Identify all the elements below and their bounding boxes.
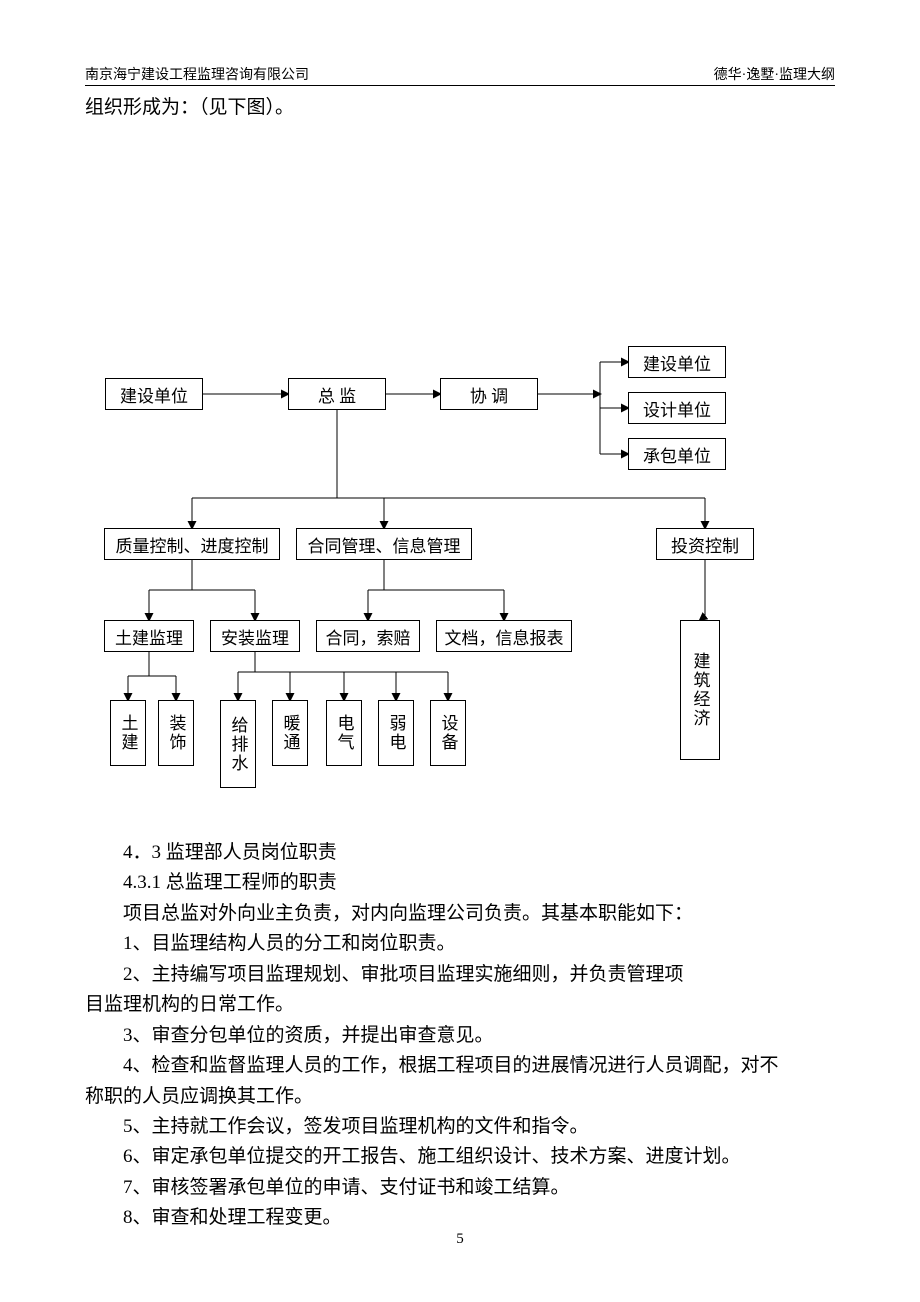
node-jsdw_r: 建设单位 bbox=[628, 346, 726, 378]
node-tjjl: 土建监理 bbox=[104, 620, 194, 652]
org-chart-connectors bbox=[0, 0, 920, 820]
node-nt: 暖通 bbox=[272, 700, 308, 766]
node-azjl: 安装监理 bbox=[210, 620, 300, 652]
node-rd: 弱电 bbox=[378, 700, 414, 766]
node-sb: 设备 bbox=[430, 700, 466, 766]
page-header: 南京海宁建设工程监理咨询有限公司 德华·逸墅·监理大纲 bbox=[85, 64, 835, 84]
para-2a: 2、主持编写项目监理规划、审批项目监理实施细则，并负责管理项 bbox=[85, 960, 835, 989]
para-6: 6、审定承包单位提交的开工报告、施工组织设计、技术方案、进度计划。 bbox=[85, 1142, 835, 1171]
header-left: 南京海宁建设工程监理咨询有限公司 bbox=[85, 64, 309, 84]
node-cbdw_r: 承包单位 bbox=[628, 438, 726, 470]
section-4-3-1: 4.3.1 总监理工程师的职责 bbox=[85, 868, 835, 897]
node-gps: 给排水 bbox=[220, 700, 256, 788]
para-5: 5、主持就工作会议，签发项目监理机构的文件和指令。 bbox=[85, 1112, 835, 1141]
node-jzjj: 建筑经济 bbox=[680, 620, 720, 760]
header-underline bbox=[85, 85, 835, 86]
body-text: 4．3 监理部人员岗位职责 4.3.1 总监理工程师的职责 项目总监对外向业主负… bbox=[85, 838, 835, 1234]
node-htsp: 合同，索赔 bbox=[316, 620, 420, 652]
para-7: 7、审核签署承包单位的申请、支付证书和竣工结算。 bbox=[85, 1173, 835, 1202]
node-zongjian: 总 监 bbox=[288, 378, 386, 410]
node-wdxx: 文档，信息报表 bbox=[436, 620, 572, 652]
para-8: 8、审查和处理工程变更。 bbox=[85, 1203, 835, 1232]
section-4-3: 4．3 监理部人员岗位职责 bbox=[85, 838, 835, 867]
para-4a: 4、检查和监督监理人员的工作，根据工程项目的进展情况进行人员调配，对不 bbox=[85, 1051, 835, 1080]
intro-text: 组织形成为：（见下图）。 bbox=[85, 92, 294, 119]
para-1: 1、目监理结构人员的分工和岗位职责。 bbox=[85, 929, 835, 958]
node-jsdw_left: 建设单位 bbox=[105, 378, 203, 410]
node-dq: 电气 bbox=[326, 700, 362, 766]
para-4b: 称职的人员应调换其工作。 bbox=[85, 1082, 835, 1111]
para-2b: 目监理机构的日常工作。 bbox=[85, 990, 835, 1019]
node-xietiao: 协 调 bbox=[440, 378, 538, 410]
header-right: 德华·逸墅·监理大纲 bbox=[714, 64, 835, 84]
node-tzkj: 投资控制 bbox=[656, 528, 754, 560]
page-number: 5 bbox=[0, 1231, 920, 1248]
node-tj: 土建 bbox=[110, 700, 146, 766]
node-zlkj: 质量控制、进度控制 bbox=[104, 528, 280, 560]
page: 南京海宁建设工程监理咨询有限公司 德华·逸墅·监理大纲 组织形成为：（见下图）。… bbox=[0, 0, 920, 1302]
para-3: 3、审查分包单位的资质，并提出审查意见。 bbox=[85, 1021, 835, 1050]
node-zs: 装饰 bbox=[158, 700, 194, 766]
node-sjdw_r: 设计单位 bbox=[628, 392, 726, 424]
node-htgl: 合同管理、信息管理 bbox=[296, 528, 472, 560]
para-intro: 项目总监对外向业主负责，对内向监理公司负责。其基本职能如下： bbox=[85, 899, 835, 928]
